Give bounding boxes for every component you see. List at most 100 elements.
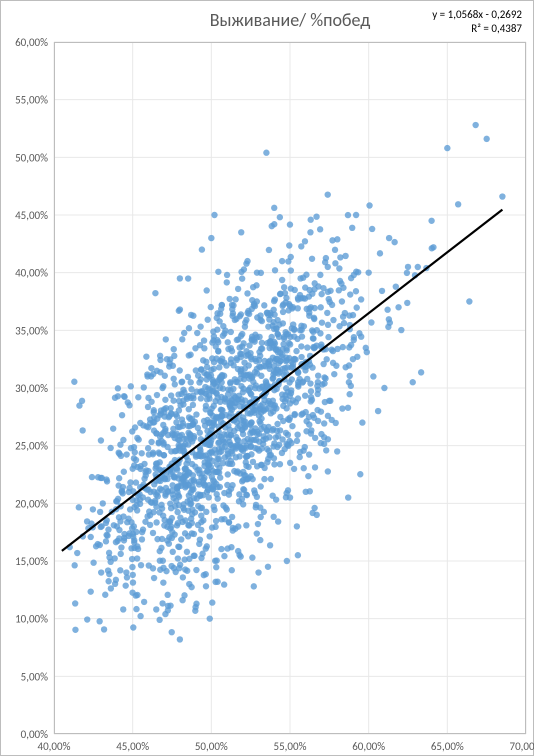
data-point	[238, 445, 244, 451]
data-point	[142, 469, 148, 475]
data-point	[211, 380, 217, 386]
data-point	[141, 599, 147, 605]
data-point	[268, 476, 274, 482]
data-point	[279, 366, 285, 372]
data-point	[271, 440, 277, 446]
data-point	[148, 365, 154, 371]
data-point	[229, 567, 235, 573]
data-point	[340, 313, 346, 319]
data-point	[229, 306, 235, 312]
data-point	[84, 616, 90, 622]
trendline-r2: R² = 0,4387	[471, 22, 522, 35]
data-point	[162, 397, 168, 403]
data-point	[283, 430, 289, 436]
data-point	[151, 575, 157, 581]
data-point	[126, 489, 132, 495]
data-point	[444, 145, 450, 151]
data-point	[201, 475, 207, 481]
data-point	[132, 449, 138, 455]
data-point	[160, 565, 166, 571]
data-point	[126, 402, 132, 408]
data-point	[87, 588, 93, 594]
data-point	[116, 475, 122, 481]
data-point	[326, 296, 332, 302]
data-point	[287, 221, 293, 227]
data-point	[163, 336, 169, 342]
data-point	[133, 606, 139, 612]
data-point	[349, 225, 355, 231]
data-point	[395, 304, 401, 310]
data-point	[190, 402, 196, 408]
data-point	[198, 395, 204, 401]
data-point	[203, 583, 209, 589]
data-point	[286, 438, 292, 444]
data-point	[221, 553, 227, 559]
data-point	[275, 331, 281, 337]
data-point	[256, 334, 262, 340]
data-point	[144, 371, 150, 377]
data-point	[198, 366, 204, 372]
data-point	[332, 247, 338, 253]
data-point	[119, 412, 125, 418]
data-point	[218, 418, 224, 424]
data-point	[130, 572, 136, 578]
data-point	[356, 330, 362, 336]
data-point	[292, 287, 298, 293]
data-point	[114, 523, 120, 529]
data-point	[150, 509, 156, 515]
data-point	[285, 416, 291, 422]
data-point	[345, 405, 351, 411]
data-point	[159, 505, 165, 511]
data-point	[164, 592, 170, 598]
data-point	[351, 272, 357, 278]
data-point	[295, 552, 301, 558]
data-point	[176, 424, 182, 430]
data-point	[294, 523, 300, 529]
data-point	[187, 501, 193, 507]
data-point	[115, 496, 121, 502]
data-point	[269, 334, 275, 340]
data-point	[250, 284, 256, 290]
data-point	[177, 367, 183, 373]
data-point	[258, 514, 264, 520]
data-point	[216, 364, 222, 370]
data-point	[271, 298, 277, 304]
data-point	[224, 432, 230, 438]
data-point	[190, 422, 196, 428]
data-point	[386, 235, 392, 241]
data-point	[169, 629, 175, 635]
data-point	[267, 542, 273, 548]
data-point	[273, 366, 279, 372]
data-point	[208, 304, 214, 310]
data-point	[264, 446, 270, 452]
chart-svg: 0,00%5,00%10,00%15,00%20,00%25,00%30,00%…	[0, 0, 534, 756]
data-point	[333, 420, 339, 426]
scatter-chart: 0,00%5,00%10,00%15,00%20,00%25,00%30,00%…	[0, 0, 534, 756]
data-point	[405, 264, 411, 270]
data-point	[176, 407, 182, 413]
data-point	[336, 323, 342, 329]
data-point	[314, 383, 320, 389]
data-point	[243, 453, 249, 459]
data-point	[133, 479, 139, 485]
data-point	[300, 275, 306, 281]
data-point	[134, 543, 140, 549]
data-point	[184, 549, 190, 555]
data-point	[398, 327, 404, 333]
data-point	[114, 538, 120, 544]
data-point	[210, 328, 216, 334]
data-point	[228, 486, 234, 492]
data-point	[157, 353, 163, 359]
data-point	[177, 636, 183, 642]
data-point	[181, 330, 187, 336]
data-point	[191, 553, 197, 559]
data-point	[196, 379, 202, 385]
data-point	[170, 376, 176, 382]
data-point	[243, 522, 249, 528]
data-point	[177, 472, 183, 478]
y-tick-label: 25,00%	[15, 440, 48, 453]
data-point	[455, 201, 461, 207]
data-point	[306, 309, 312, 315]
data-point	[203, 287, 209, 293]
data-point	[182, 566, 188, 572]
